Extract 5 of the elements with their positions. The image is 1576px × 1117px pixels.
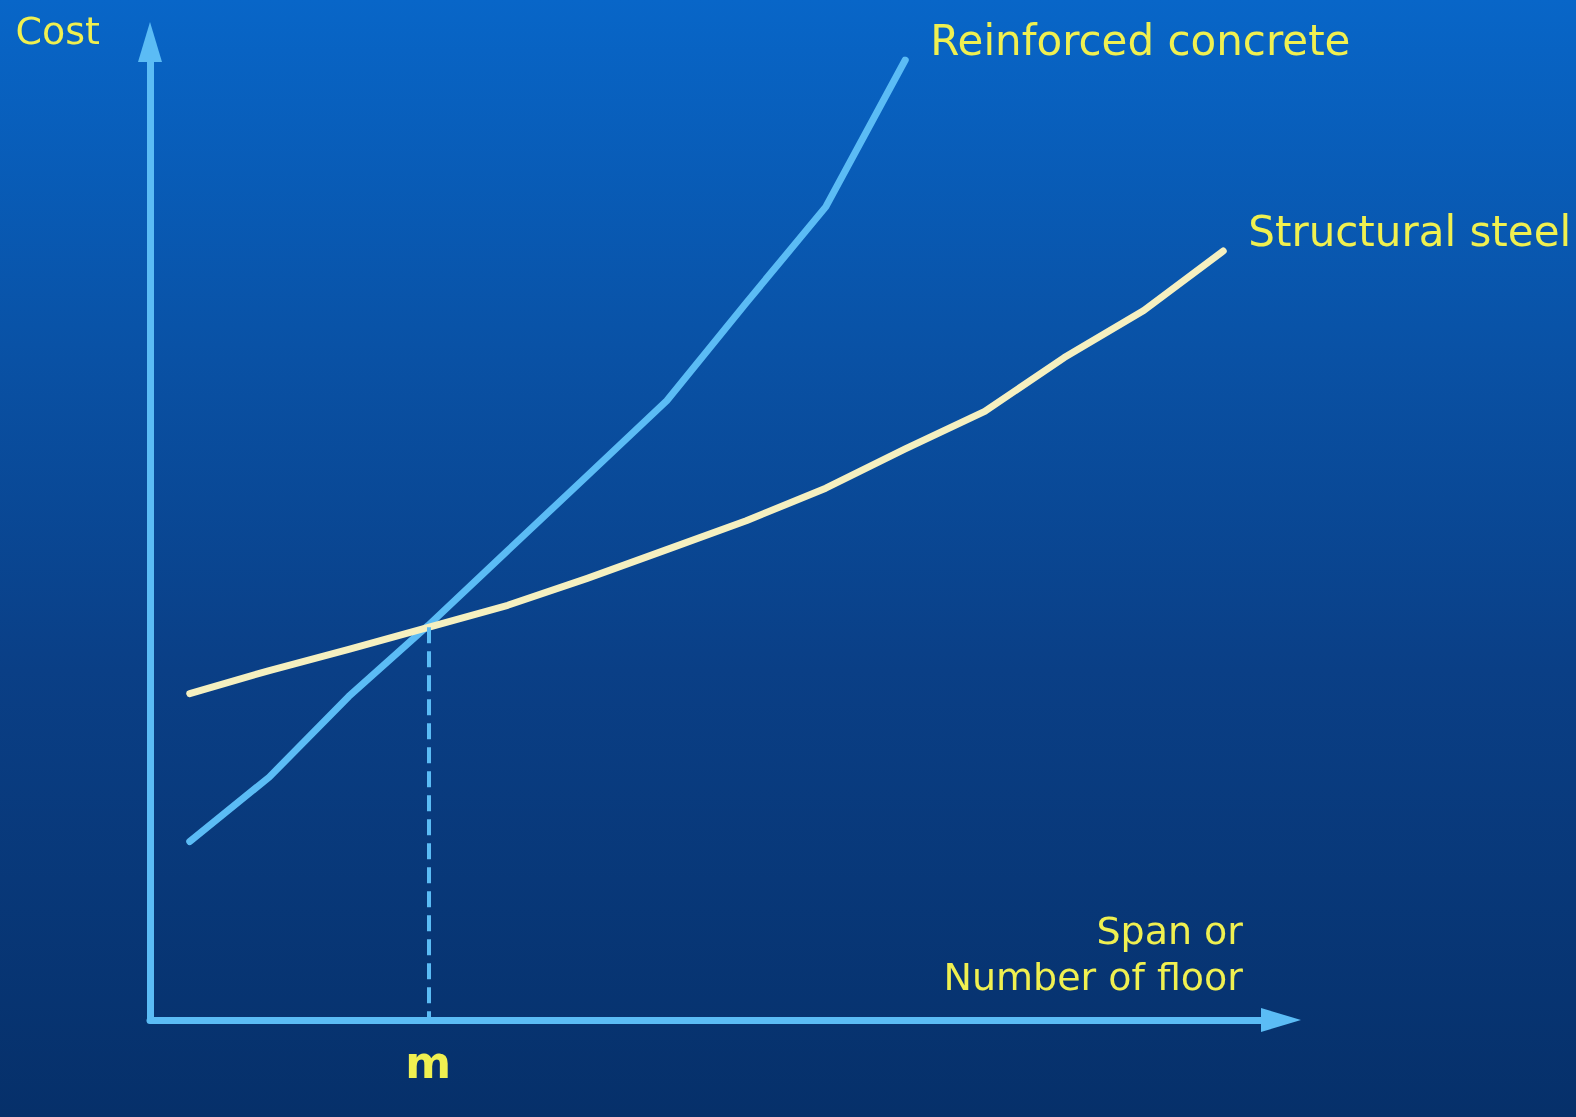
series-label: Reinforced concrete xyxy=(930,15,1351,65)
text: m xyxy=(405,1036,452,1088)
x-axis-title: Span or Number of floor xyxy=(943,909,1244,999)
y-axis-title: Cost xyxy=(15,9,100,53)
series-label: Structural steel xyxy=(1248,206,1572,256)
